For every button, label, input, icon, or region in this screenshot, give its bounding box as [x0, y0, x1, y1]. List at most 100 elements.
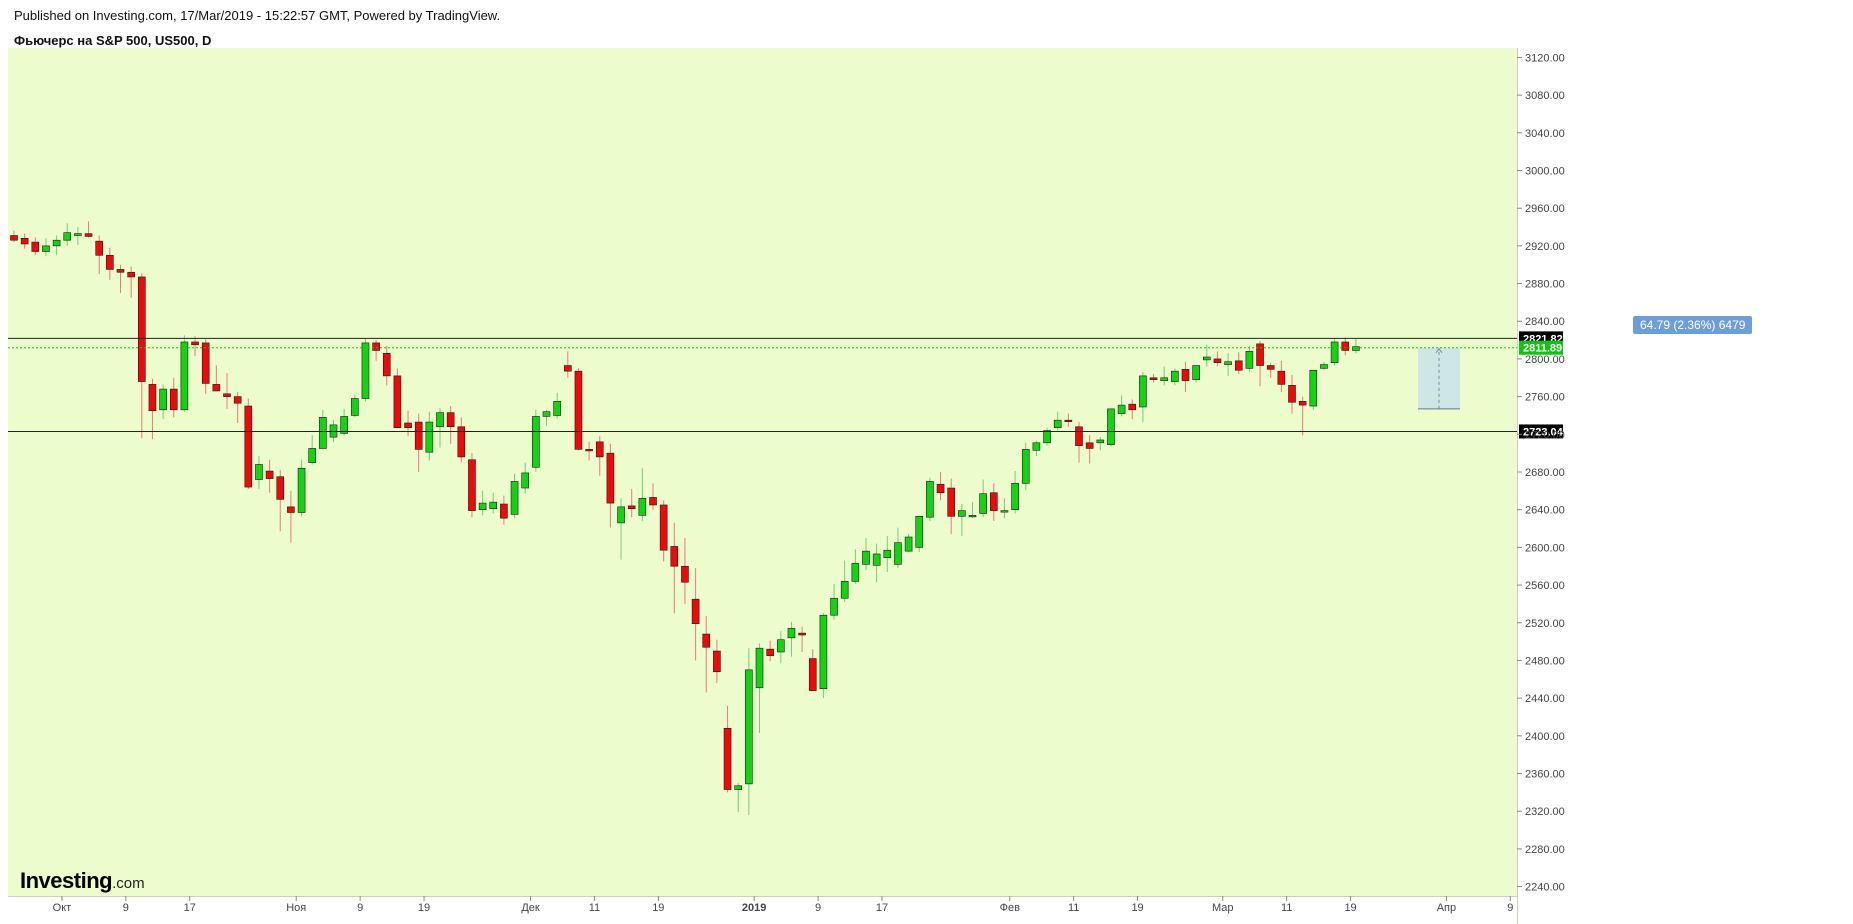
candle-body [169, 388, 178, 411]
price-tick-label: 2920.00 [1525, 241, 1565, 253]
candle-body [1160, 377, 1168, 381]
candle-body [404, 422, 412, 429]
candle-body [223, 393, 231, 397]
price-tick-label: 2840.00 [1525, 316, 1565, 328]
time-tick-label: 19 [1344, 902, 1356, 914]
time-tick-label: 19 [1131, 902, 1143, 914]
logo-tld: .com [112, 875, 145, 892]
candle-body [1277, 370, 1286, 385]
candle-body [138, 276, 146, 382]
price-tick-label: 2600.00 [1525, 542, 1565, 554]
candle-body [926, 481, 934, 518]
candle-body [521, 472, 530, 489]
candle-body [776, 639, 785, 653]
candle-body [947, 487, 956, 517]
price-tick-label: 2440.00 [1525, 693, 1565, 705]
candle-body [84, 233, 93, 237]
candle-body [766, 648, 774, 657]
candle-body [350, 398, 359, 416]
candle-body [1203, 356, 1211, 361]
time-tick-label: 19 [652, 902, 664, 914]
candle-body [1053, 419, 1062, 429]
candle-body [1064, 419, 1073, 422]
candle-body [1266, 365, 1275, 370]
candle-body [659, 504, 668, 551]
candle-body [361, 342, 370, 399]
candle-body [1298, 401, 1307, 406]
candle-body [1288, 385, 1296, 403]
candle-body [755, 647, 764, 689]
candle-body [553, 401, 561, 416]
price-tick-label: 2720.00 [1525, 429, 1565, 441]
candle-body [1181, 368, 1190, 381]
candle-body [1107, 408, 1115, 445]
candle-body [542, 411, 551, 417]
time-axis[interactable]: Окт 9 17 Ноя 9 19 Дек 11 19 2019 9 17 Фев 11 19 Мар 11 19… [53, 896, 1514, 914]
time-tick-label: 9 [123, 902, 129, 914]
time-tick-label: Фев [1000, 902, 1020, 914]
candle-body [116, 269, 125, 273]
time-tick-label: 19 [418, 902, 430, 914]
candle-body [52, 239, 61, 247]
candle-body [872, 553, 881, 566]
candle-body [958, 510, 966, 517]
price-tick-label: 3080.00 [1525, 90, 1565, 102]
time-tick-label: 17 [184, 902, 196, 914]
measure-label: 64.79 (2.36%) 6479 [1633, 316, 1753, 335]
candle-body [1149, 377, 1158, 380]
candle-body [180, 341, 189, 411]
candle-body [74, 233, 82, 236]
price-tick-label: 3120.00 [1525, 52, 1565, 64]
symbol-title: Фьючерс на S&P 500, US500, D [14, 33, 212, 48]
logo-brand: Investing [20, 868, 113, 893]
time-tick-label: 11 [1068, 902, 1079, 914]
candle-body [830, 597, 838, 616]
candle-body [287, 506, 295, 513]
time-tick-label: 11 [589, 902, 600, 914]
candle-body [500, 503, 508, 519]
candle-body [478, 502, 487, 510]
candle-body [734, 785, 743, 790]
price-tick-label: 2800.00 [1525, 354, 1565, 366]
price-tick-label: 2240.00 [1525, 882, 1565, 894]
measure-arrowhead-icon [1435, 347, 1443, 354]
candle-body [915, 515, 924, 548]
candle-body [574, 370, 583, 450]
time-tick-label: 11 [1281, 902, 1292, 914]
candle-body [457, 426, 466, 458]
candle-body [894, 542, 902, 565]
candle-body [42, 245, 50, 252]
candle-body [1000, 510, 1009, 513]
price-axis[interactable]: 3120.00 3080.00 3040.00 3000.00 2960.00 2920.… [1517, 52, 1565, 894]
candle-body [1192, 365, 1200, 380]
investing-logo[interactable]: Investing.com [20, 868, 145, 894]
candle-body [63, 232, 72, 241]
time-tick-label: 2019 [742, 902, 766, 914]
last-price-tag [1519, 340, 1563, 355]
candle-body [1171, 370, 1179, 382]
candle-body [1085, 442, 1094, 449]
price-tick-label: 2480.00 [1525, 655, 1565, 667]
candle-body [468, 459, 476, 511]
time-tick-label: Апр [1437, 902, 1456, 914]
time-tick-label: 9 [815, 902, 821, 914]
price-tick-label: 2520.00 [1525, 618, 1565, 630]
measure-tool[interactable] [1418, 347, 1460, 410]
price-level-value: 2723.04 [1523, 426, 1564, 438]
candle-body [10, 235, 18, 241]
candle-body [1128, 403, 1137, 411]
candle-body [255, 464, 263, 480]
candle-body [489, 501, 498, 510]
plot-area[interactable] [8, 48, 1517, 896]
candle-body [510, 481, 519, 515]
candle-body [1096, 439, 1105, 444]
candle-body [446, 412, 455, 428]
price-tick-label: 2760.00 [1525, 392, 1565, 404]
candle-body [436, 412, 444, 428]
candle-body [989, 492, 998, 511]
candle-body [606, 452, 615, 504]
candle-body [883, 549, 892, 559]
time-tick-label: Мар [1212, 902, 1234, 914]
